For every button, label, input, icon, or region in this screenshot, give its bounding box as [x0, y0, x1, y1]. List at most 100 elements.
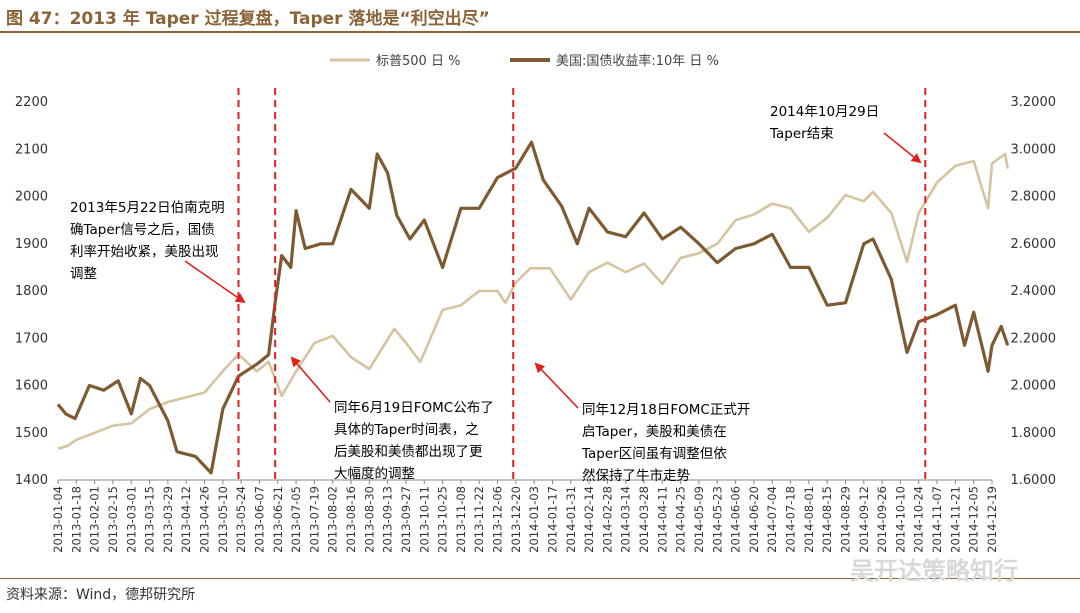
x-tick-label: 2014-01-17 [545, 486, 559, 553]
x-tick-label: 2014-12-19 [985, 486, 999, 553]
x-tick-label: 2014-06-06 [729, 486, 743, 553]
arrow-jun19 [290, 356, 331, 403]
y-left-tick-label: 1800 [15, 284, 48, 299]
x-tick-label: 2013-03-29 [161, 486, 175, 553]
x-tick-label: 2013-04-26 [198, 486, 212, 553]
x-tick-label: 2013-01-18 [69, 486, 83, 553]
legend-label-bond: 美国:国债收益率:10年 日 % [556, 53, 719, 69]
y-left-tick-label: 2200 [15, 95, 48, 110]
anno-oct29: 2014年10月29日 Taper结束 [769, 104, 879, 142]
x-tick-label: 2013-03-15 [143, 486, 157, 553]
x-tick-label: 2013-11-08 [454, 486, 468, 553]
y-right-tick-label: 3.2000 [1011, 95, 1057, 110]
x-tick-label: 2013-08-02 [326, 486, 340, 553]
y-right-tick-label: 2.6000 [1011, 237, 1057, 252]
x-tick-label: 2014-09-12 [857, 486, 871, 553]
y-left-tick-label: 2000 [15, 190, 48, 205]
annotation-line: 后美股和美债都出现了更 [334, 444, 483, 460]
chart: 1400 1500 1600 1700 1800 1900 2000 2100 2200 1.60… [15, 53, 1057, 553]
annotation-line: 同年12月18日FOMC正式开 [582, 402, 750, 418]
y-left-tick-label: 1500 [15, 426, 48, 441]
x-tick-label: 2014-01-31 [564, 486, 578, 553]
x-tick-label: 2014-01-03 [527, 486, 541, 553]
arrow-may22 [184, 260, 246, 304]
x-tick-label: 2013-05-10 [216, 486, 230, 553]
x-tick-label: 2013-01-04 [51, 486, 65, 553]
anno-jun19: 同年6月19日FOMC公布了具体的Taper时间表，之后美股和美债都出现了更大幅… [334, 400, 494, 482]
page-title: 图 47：2013 年 Taper 过程复盘，Taper 落地是“利空出尽” [6, 9, 490, 29]
x-tick-label: 2013-07-05 [289, 486, 303, 553]
annotation-line: 然保持了牛市走势 [582, 467, 690, 484]
x-tick-label: 2013-11-22 [472, 486, 486, 553]
x-tick-label: 2014-03-14 [619, 486, 633, 553]
x-tick-label: 2013-07-19 [307, 486, 321, 553]
annotation-line: 利率开始收紧，美股出现 [70, 243, 219, 260]
x-tick-label: 2014-04-25 [674, 486, 688, 553]
x-tick-label: 2013-12-20 [509, 486, 523, 553]
x-tick-label: 2013-04-12 [179, 486, 193, 553]
y-left-tick-label: 1400 [15, 473, 48, 488]
annotation-line: 调整 [70, 266, 97, 282]
annotation-line: Taper结束 [769, 126, 834, 142]
x-tick-label: 2014-10-24 [912, 486, 926, 553]
x-tick-label: 2014-02-14 [582, 486, 596, 553]
x-tick-label: 2014-06-20 [747, 486, 761, 553]
x-tick-label: 2013-10-11 [417, 486, 431, 553]
x-tick-label: 2013-09-27 [399, 486, 413, 553]
annotation-line: 2013年5月22日伯南克明 [70, 200, 225, 216]
source-note: 资料来源：Wind，德邦研究所 [6, 587, 196, 603]
arrow-oct29 [883, 132, 922, 164]
annotation-line: Taper区间虽有调整但依 [581, 446, 727, 462]
x-tick-label: 2013-09-13 [381, 486, 395, 553]
y-right-tick-label: 1.6000 [1011, 473, 1057, 488]
x-tick-label: 2013-12-06 [491, 486, 505, 553]
bond-yield-line [56, 140, 1010, 475]
x-tick-label: 2014-02-28 [600, 486, 614, 553]
x-tick-label: 2014-07-18 [784, 486, 798, 553]
footer-divider [0, 578, 1080, 579]
annotation-line: 同年6月19日FOMC公布了 [334, 400, 494, 416]
y-left-tick-label: 1600 [15, 379, 48, 394]
x-tick-label: 2014-11-07 [930, 486, 944, 553]
x-tick-label: 2014-08-15 [820, 486, 834, 553]
y-left-tick-label: 1900 [15, 237, 48, 252]
title-divider [0, 31, 1080, 33]
y-left-tick-label: 2100 [15, 142, 48, 157]
y-right-tick-label: 1.8000 [1011, 426, 1057, 441]
x-tick-label: 2014-03-28 [637, 486, 651, 553]
annotation-line: 具体的Taper时间表，之 [334, 422, 479, 438]
y-right-tick-label: 2.4000 [1011, 284, 1057, 299]
x-tick-label: 2014-04-11 [655, 486, 669, 553]
x-tick-label: 2013-08-16 [344, 486, 358, 553]
x-tick-label: 2014-07-04 [765, 486, 779, 553]
y-right-tick-label: 2.0000 [1011, 379, 1057, 394]
x-tick-label: 2013-10-25 [436, 486, 450, 553]
spx-line [57, 152, 1009, 451]
annotation-line: 启Taper，美股和美债在 [582, 424, 727, 440]
arrow-dec18 [534, 362, 579, 409]
x-tick-label: 2013-03-01 [124, 486, 138, 553]
legend-label-spx: 标普500 日 % [376, 54, 460, 69]
watermark: 吴开达策略知行 [850, 557, 1018, 585]
x-tick-label: 2013-02-15 [106, 486, 120, 553]
x-tick-label: 2013-06-21 [271, 486, 285, 553]
annotation-line: 2014年10月29日 [770, 104, 879, 120]
x-tick-label: 2013-08-30 [362, 486, 376, 553]
y-right-tick-label: 2.8000 [1011, 190, 1057, 205]
x-tick-label: 2014-11-21 [948, 486, 962, 553]
x-tick-label: 2014-12-05 [967, 486, 981, 553]
x-tick-label: 2014-08-01 [802, 486, 816, 553]
x-tick-label: 2014-05-23 [710, 486, 724, 553]
x-tick-label: 2014-05-09 [692, 486, 706, 553]
y-right-tick-label: 3.0000 [1011, 142, 1057, 157]
x-tick-label: 2014-08-29 [838, 486, 852, 553]
y-left-tick-label: 1700 [15, 331, 48, 346]
x-tick-label: 2014-10-10 [893, 486, 907, 553]
x-tick-label: 2013-02-01 [88, 486, 102, 553]
x-tick-label: 2014-09-26 [875, 486, 889, 553]
annotation-line: 大幅度的调整 [334, 466, 415, 482]
x-tick-label: 2013-06-07 [252, 486, 266, 553]
y-right-tick-label: 2.2000 [1011, 331, 1057, 346]
